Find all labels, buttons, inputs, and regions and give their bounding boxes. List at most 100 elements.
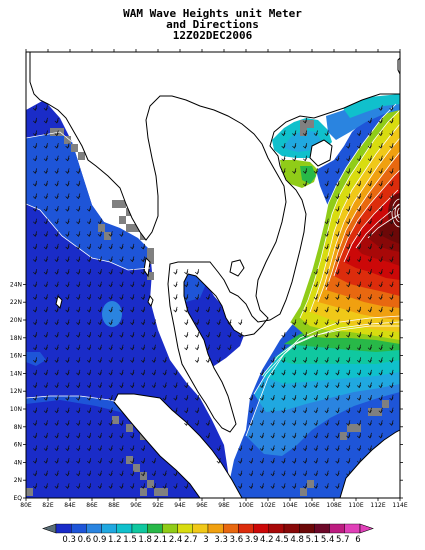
- direction-arrow: [130, 281, 135, 288]
- direction-arrow: [33, 331, 38, 338]
- direction-arrow: [389, 256, 394, 263]
- direction-arrow: [335, 344, 340, 351]
- colorbar-label: 0.6: [78, 535, 92, 545]
- direction-arrow: [119, 294, 124, 300]
- direction-arrow: [281, 382, 286, 389]
- direction-arrow: [292, 407, 297, 414]
- direction-arrow: [303, 130, 308, 137]
- direction-arrow: [76, 445, 81, 452]
- direction-arrow: [357, 344, 362, 351]
- direction-arrow: [65, 331, 70, 338]
- direction-arrow: [54, 281, 59, 288]
- direction-arrow: [141, 344, 146, 351]
- direction-arrow: [87, 382, 92, 389]
- colorbar-swatch: [299, 523, 315, 534]
- direction-arrow: [65, 432, 70, 439]
- direction-arrow: [367, 306, 372, 313]
- direction-arrow: [324, 218, 329, 225]
- direction-arrow: [151, 357, 156, 363]
- direction-arrow: [292, 319, 297, 326]
- direction-arrow: [54, 445, 59, 452]
- direction-arrow: [378, 193, 383, 200]
- direction-arrow: [324, 457, 329, 464]
- direction-arrow: [184, 382, 189, 389]
- direction-arrow: [335, 306, 340, 313]
- direction-arrow: [87, 344, 92, 351]
- colorbar-label: 4.8: [290, 535, 304, 545]
- direction-arrow: [335, 369, 340, 376]
- direction-arrow: [108, 306, 113, 313]
- direction-arrow: [65, 470, 70, 477]
- direction-arrow: [281, 457, 286, 464]
- direction-arrow: [324, 256, 329, 263]
- direction-arrow: [54, 483, 59, 489]
- direction-arrow: [173, 268, 178, 275]
- colorbar-label: 1.2: [108, 535, 122, 545]
- direction-arrow: [313, 445, 318, 452]
- direction-arrow: [173, 407, 178, 414]
- direction-arrow: [87, 218, 92, 225]
- direction-arrow: [324, 231, 329, 237]
- direction-arrow: [367, 130, 372, 137]
- direction-arrow: [367, 394, 372, 401]
- direction-arrow: [87, 281, 92, 288]
- direction-arrow: [205, 432, 210, 439]
- direction-arrow: [43, 382, 48, 389]
- colorbar-label: 3: [203, 535, 208, 545]
- direction-arrow: [108, 256, 113, 263]
- direction-arrow: [238, 457, 243, 464]
- direction-arrow: [87, 470, 92, 477]
- direction-arrow: [87, 394, 92, 401]
- direction-arrow: [389, 168, 394, 174]
- direction-arrow: [259, 470, 264, 477]
- direction-arrow: [54, 155, 59, 162]
- lon-tick-label: 110E: [348, 502, 363, 509]
- direction-arrow: [97, 357, 102, 363]
- direction-arrow: [97, 445, 102, 452]
- direction-arrow: [378, 155, 383, 162]
- direction-arrow: [33, 344, 38, 351]
- direction-arrow: [54, 231, 59, 237]
- direction-arrow: [249, 394, 254, 401]
- direction-arrow: [378, 294, 383, 300]
- colorbar-swatch: [162, 523, 178, 534]
- direction-arrow: [389, 394, 394, 401]
- direction-arrow: [313, 407, 318, 414]
- direction-arrow: [378, 281, 383, 288]
- direction-arrow: [324, 357, 329, 363]
- direction-arrow: [346, 268, 351, 275]
- colorbar-over-triangle: [359, 523, 374, 534]
- direction-arrow: [346, 331, 351, 338]
- direction-arrow: [108, 369, 113, 376]
- direction-arrow: [119, 306, 124, 313]
- direction-arrow: [335, 432, 340, 439]
- direction-arrow: [97, 281, 102, 288]
- axis-ticks: 80E 82E 84E 86E 88E 90E 92E 94E 96E 98E 100E 102E 10…: [10, 49, 408, 509]
- direction-arrow: [389, 420, 394, 426]
- direction-arrow: [33, 155, 38, 162]
- direction-arrow: [43, 294, 48, 300]
- lon-tick-label: 98E: [218, 502, 230, 509]
- direction-arrow: [270, 483, 275, 489]
- direction-arrow: [303, 168, 308, 174]
- direction-arrow: [119, 331, 124, 338]
- direction-arrow: [367, 382, 372, 389]
- colorbar-label: 2.1: [154, 535, 168, 545]
- direction-arrow: [346, 344, 351, 351]
- direction-arrow: [141, 369, 146, 376]
- direction-arrow: [54, 382, 59, 389]
- direction-arrow: [249, 432, 254, 439]
- direction-arrow: [378, 180, 383, 187]
- direction-arrow: [281, 331, 286, 338]
- direction-arrow: [54, 218, 59, 225]
- direction-arrow: [184, 268, 189, 275]
- direction-arrow: [162, 369, 167, 376]
- direction-arrow: [97, 243, 102, 250]
- direction-arrow: [33, 205, 38, 212]
- direction-arrow: [292, 331, 297, 338]
- direction-arrow: [389, 142, 394, 149]
- direction-arrow: [151, 483, 156, 489]
- direction-arrow: [43, 483, 48, 489]
- direction-arrow: [195, 357, 200, 363]
- direction-arrow: [108, 268, 113, 275]
